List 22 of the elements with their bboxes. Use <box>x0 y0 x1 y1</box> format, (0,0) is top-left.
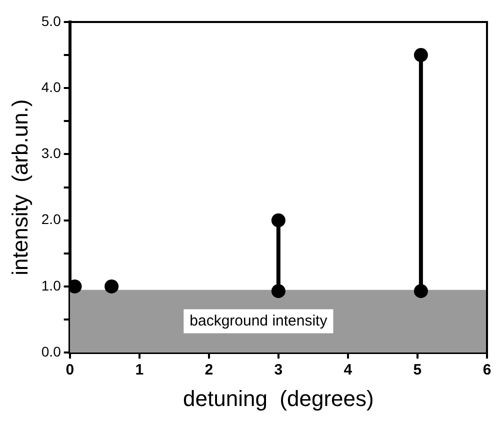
point <box>271 284 286 298</box>
x-tick-label: 5 <box>413 362 422 379</box>
point <box>414 48 428 62</box>
x-tick-label: 2 <box>204 362 214 379</box>
x-tick-label: 4 <box>344 362 353 379</box>
y-tick-label: 2.0 <box>41 211 62 228</box>
y-tick-label: 3.0 <box>41 145 62 162</box>
y-tick-label: 0.0 <box>41 343 62 360</box>
point <box>414 284 428 298</box>
band-label: background intensity <box>190 312 328 330</box>
x-tick-label: 3 <box>274 362 283 379</box>
point <box>104 279 119 294</box>
y-tick-label: 5.0 <box>41 12 62 29</box>
y-tick-label: 1.0 <box>41 277 62 294</box>
x-axis-title: detuning (degrees) <box>183 386 374 411</box>
x-tick-label: 1 <box>135 362 144 379</box>
x-tick-label: 6 <box>482 362 492 379</box>
y-tick-label: 4.0 <box>41 78 62 95</box>
y-axis-title: intensity (arb.un.) <box>7 99 32 276</box>
point <box>271 213 286 228</box>
x-tick-label: 0 <box>66 362 74 379</box>
point <box>70 279 82 294</box>
